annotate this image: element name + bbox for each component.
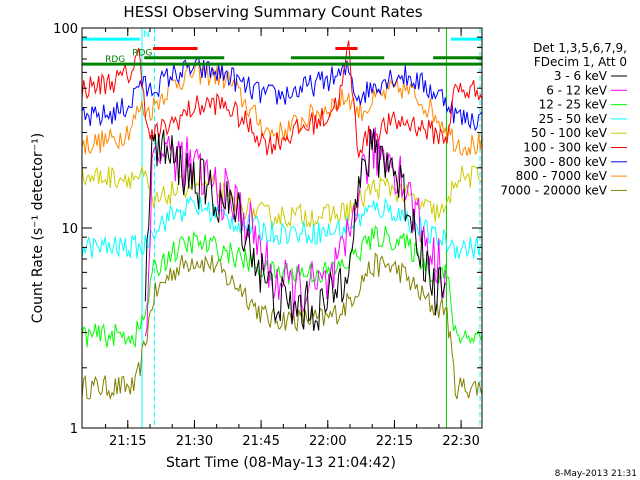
x-tick-label-4: 22:15 (376, 434, 413, 449)
legend-label-3-6-kev: 3 - 6 keV (554, 69, 608, 83)
legend-label-6-12-kev: 6 - 12 keV (546, 83, 608, 97)
x-tick-label-1: 21:30 (176, 434, 213, 449)
series-line-50-100-kev (81, 165, 483, 229)
legend-label-25-50-kev: 25 - 50 keV (539, 112, 608, 126)
flag-label-rdg-2: RDG (132, 49, 152, 59)
series-line-25-50-kev (81, 195, 483, 260)
x-axis-label: Start Time (08-May-13 21:04:42) (166, 455, 396, 471)
y-axis: 1 10 100 (53, 22, 482, 437)
legend-label-100-300-kev: 100 - 300 keV (523, 141, 607, 155)
series-line-100-300-kev (81, 40, 483, 158)
legend-header-line-1: Det 1,3,5,6,7,9, (533, 41, 627, 55)
x-tick-label-5: 22:30 (442, 434, 479, 449)
legend-label-800-7000-kev: 800 - 7000 keV (516, 169, 608, 183)
legend-label-12-25-kev: 12 - 25 keV (539, 98, 608, 112)
flag-label-rdg-1: RDG (105, 55, 125, 65)
x-tick-label-3: 22:00 (309, 434, 346, 449)
series-line-7000-20000-kev (81, 252, 483, 401)
x-tick-label-0: 21:15 (109, 434, 146, 449)
series-line-800-7000-kev (81, 60, 483, 156)
legend-header-line-2: FDecim 1, Att 0 (534, 55, 627, 69)
series-line-6-12-kev (144, 127, 446, 337)
x-axis: 21:15 21:30 21:45 22:00 22:15 22:30 (105, 28, 480, 449)
legend-label-7000-20000-kev: 7000 - 20000 keV (500, 183, 607, 197)
y-axis-label: Count Rate (s⁻¹ detector⁻¹) (30, 133, 46, 323)
y-tick-label-1: 10 (61, 222, 78, 237)
series-line-300-800-kev (81, 57, 483, 132)
x-tick-label-2: 21:45 (242, 434, 279, 449)
y-tick-label-0: 1 (70, 422, 78, 437)
legend-label-50-100-kev: 50 - 100 keV (531, 126, 608, 140)
chart-title: HESSI Observing Summary Count Rates (123, 3, 422, 21)
y-tick-label-2: 100 (53, 22, 78, 37)
series-line-3-6-kev (144, 128, 446, 331)
footer-timestamp: 8-May-2013 21:31 (555, 469, 637, 479)
legend: Det 1,3,5,6,7,9, FDecim 1, Att 0 3 - 6 k… (500, 41, 627, 197)
legend-label-300-800-kev: 300 - 800 keV (523, 155, 607, 169)
flag-label-n-0: N (143, 30, 150, 40)
